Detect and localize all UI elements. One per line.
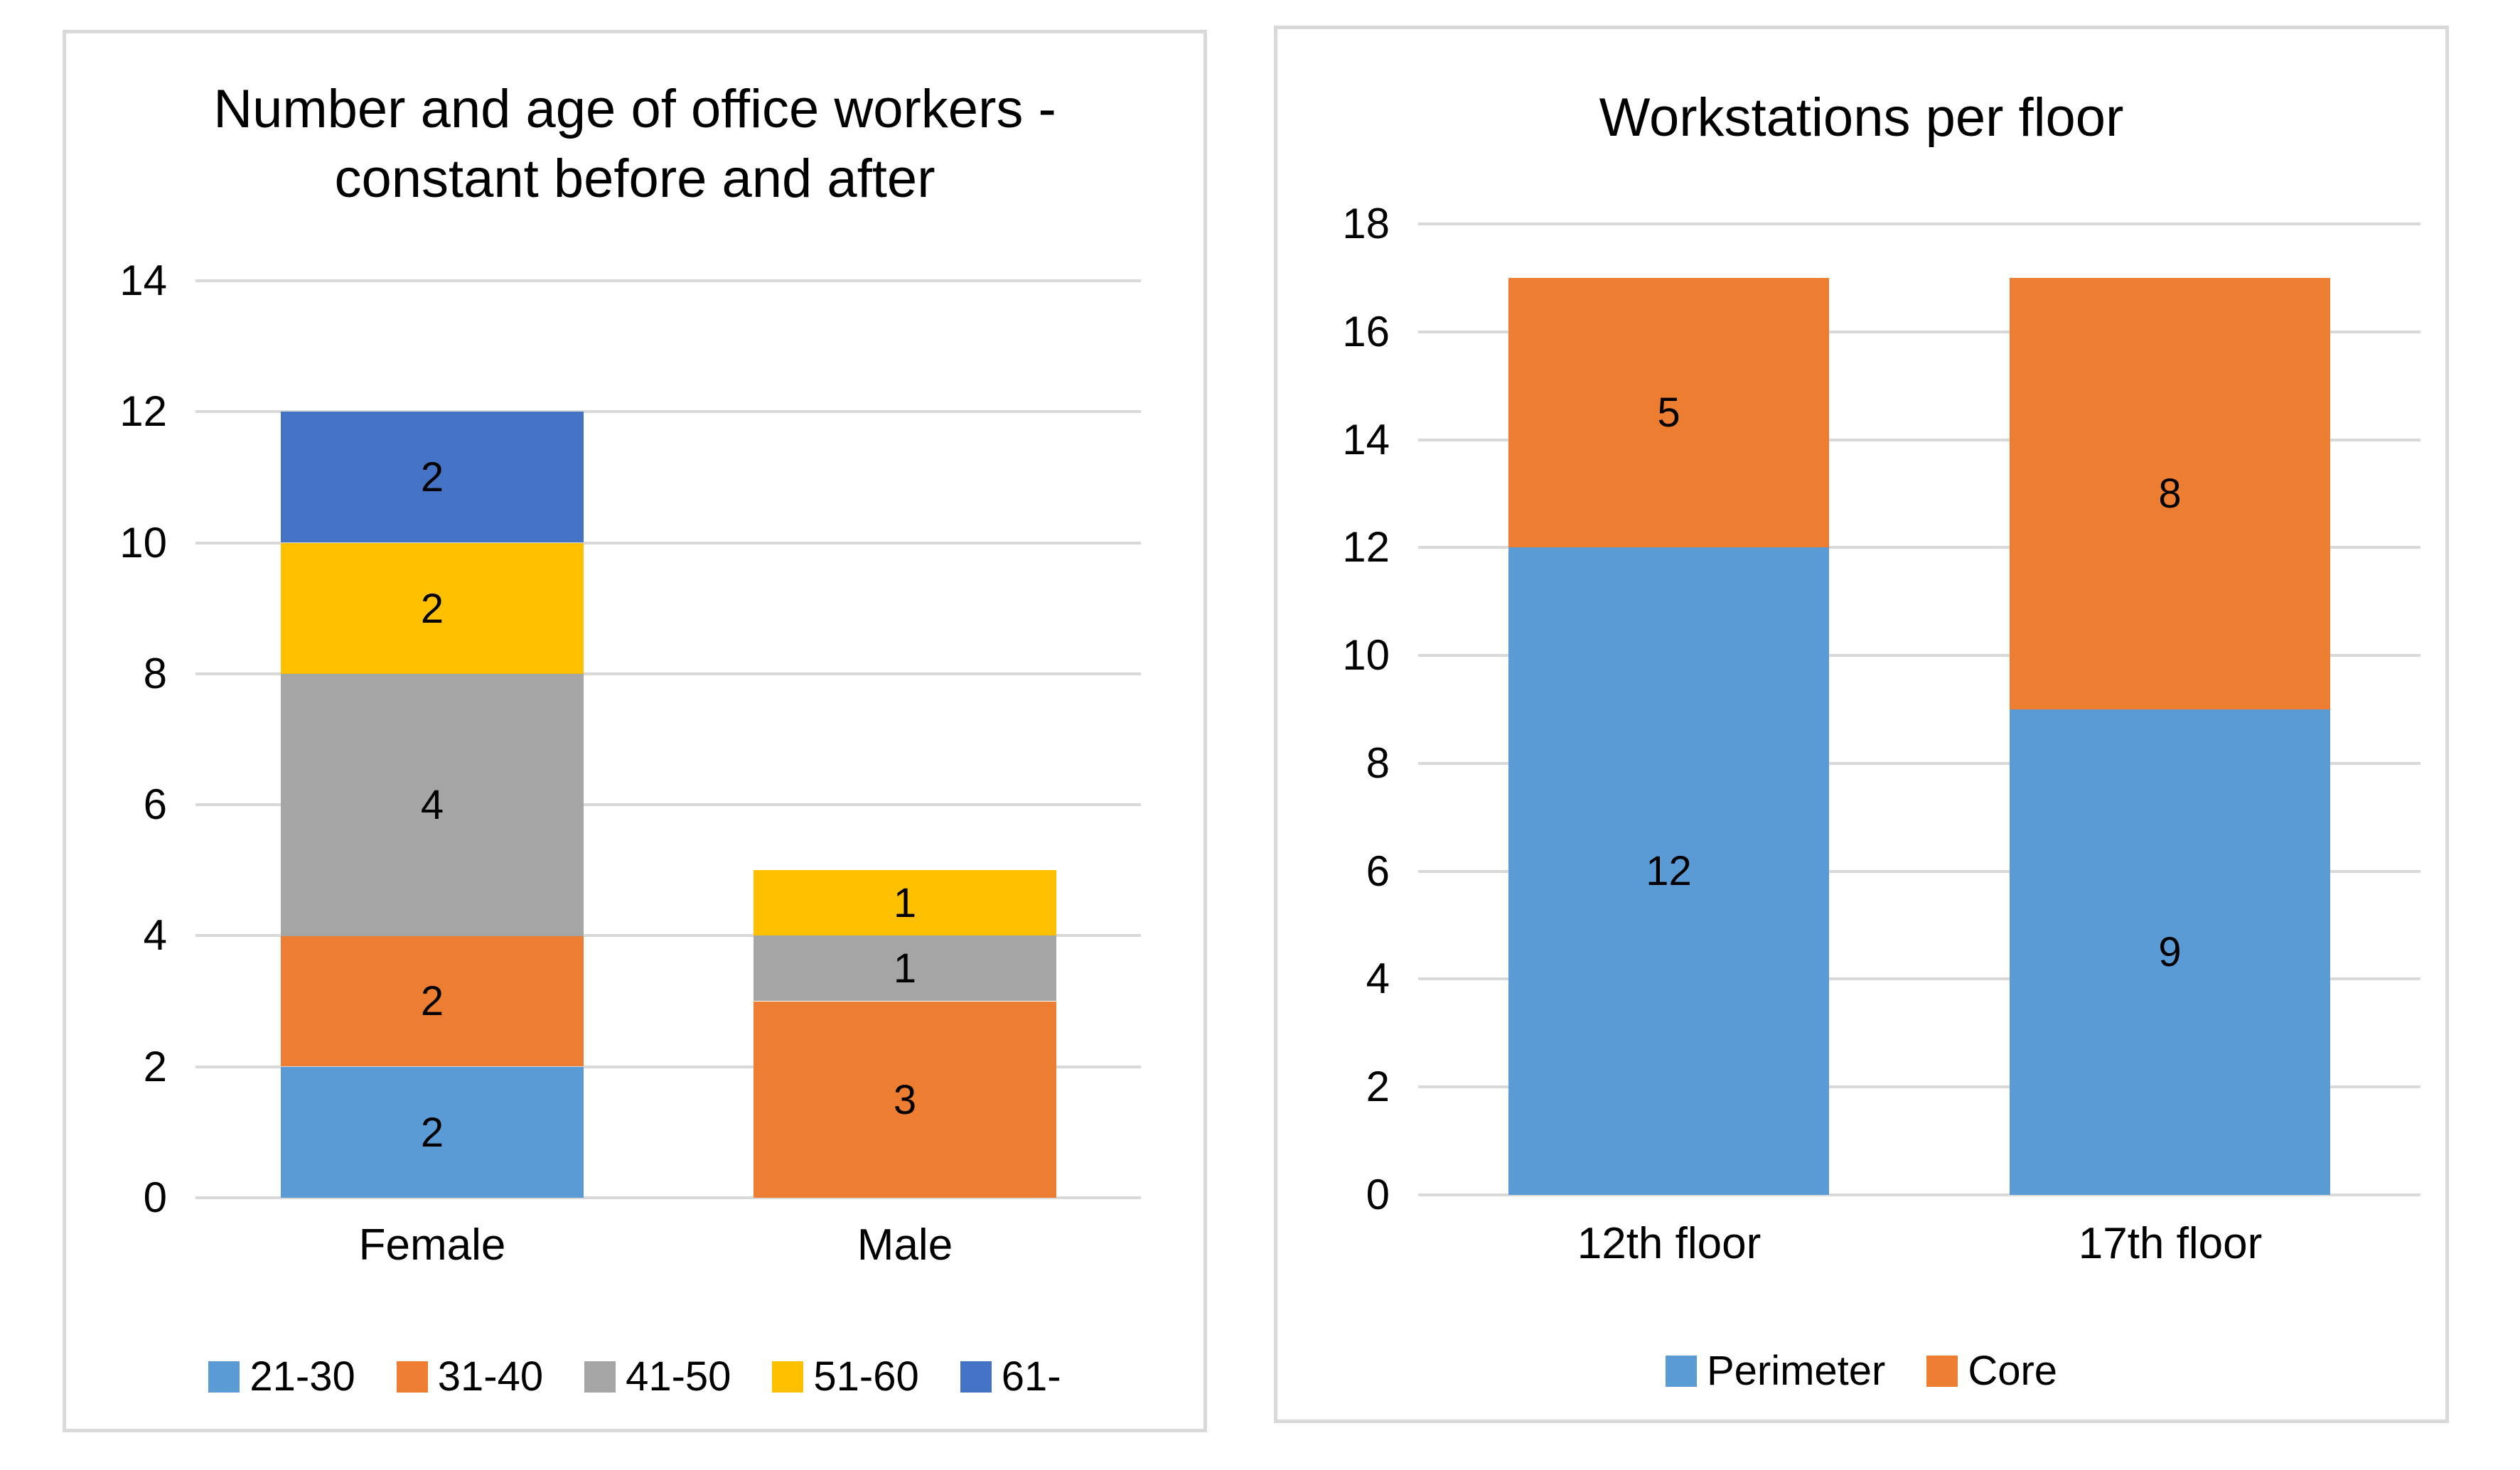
gridline-y-0 — [195, 1196, 1141, 1199]
y-axis-tick-label-10: 10 — [119, 518, 167, 567]
chart-panel-workstations: Workstations per floor 0 2 4 6 8 10 12 14 16 18 12… — [1274, 26, 2449, 1423]
bar-segment-male-41-50[interactable]: 1 — [754, 935, 1056, 1001]
y-axis-tick-label-12: 12 — [119, 387, 167, 436]
gridline-y-18 — [1418, 222, 2420, 225]
bar-segment-17th-floor-core[interactable]: 8 — [2010, 278, 2330, 709]
gridline-y-16 — [1418, 330, 2420, 333]
gridline-y-12 — [1418, 546, 2420, 549]
y-axis-tick-label-16: 16 — [1342, 307, 1390, 355]
y-axis-tick-label-2: 2 — [1366, 1063, 1390, 1111]
data-label-17th-floor-perimeter: 9 — [2158, 929, 2182, 975]
data-label-male-41-50: 1 — [893, 945, 917, 992]
gridline-y-10 — [195, 541, 1141, 544]
data-label-male-31-40: 3 — [893, 1076, 917, 1123]
gridline-y-0 — [1418, 1193, 2420, 1196]
bar-segment-female-21-30[interactable]: 2 — [281, 1067, 584, 1198]
chart-title-line-2: constant before and after — [334, 149, 935, 209]
gridline-y-8 — [1418, 761, 2420, 765]
gridline-y-4 — [1418, 977, 2420, 981]
data-label-female-51-60: 2 — [420, 585, 444, 632]
gridline-y-2 — [195, 1065, 1141, 1068]
legend-office-workers: 21-30 31-40 41-50 51-60 61- — [66, 1353, 1203, 1400]
data-label-female-31-40: 2 — [420, 977, 444, 1024]
legend-swatch-icon-51-60 — [772, 1361, 804, 1393]
y-axis-tick-label-4: 4 — [143, 911, 167, 960]
data-label-12th-floor-perimeter: 12 — [1646, 848, 1692, 894]
legend-swatch-icon-perimeter — [1665, 1355, 1697, 1387]
legend-item-core[interactable]: Core — [1926, 1347, 2057, 1395]
gridline-y-4 — [195, 934, 1141, 938]
gridline-y-2 — [1418, 1085, 2420, 1089]
legend-swatch-icon-61 — [960, 1361, 992, 1393]
bar-segment-female-61[interactable]: 2 — [281, 412, 584, 542]
data-label-17th-floor-core: 8 — [2158, 471, 2182, 517]
data-label-female-61: 2 — [420, 454, 444, 500]
chart-title-office-workers: Number and age of office workers - const… — [66, 75, 1203, 214]
legend-item-51-60[interactable]: 51-60 — [772, 1353, 919, 1400]
y-axis-tick-label-0: 0 — [143, 1174, 167, 1221]
y-axis-tick-label-12: 12 — [1342, 523, 1390, 572]
x-axis-category-label-12th-floor: 12th floor — [1577, 1219, 1762, 1268]
legend-item-21-30[interactable]: 21-30 — [208, 1353, 355, 1400]
data-label-female-21-30: 2 — [420, 1109, 444, 1156]
legend-item-61[interactable]: 61- — [960, 1353, 1061, 1400]
y-axis-tick-label-6: 6 — [143, 780, 167, 829]
y-axis-tick-label-6: 6 — [1366, 847, 1390, 895]
bar-segment-male-51-60[interactable]: 1 — [754, 870, 1056, 935]
legend-label-31-40: 31-40 — [437, 1353, 544, 1400]
plot-area-workstations: 0 2 4 6 8 10 12 14 16 18 12 5 12th floor 9 8 17th floor — [1277, 29, 2445, 1420]
chart-title-workstations: Workstations per floor — [1277, 83, 2445, 153]
gridline-y-6 — [1418, 869, 2420, 873]
bar-segment-female-51-60[interactable]: 2 — [281, 543, 584, 674]
legend-item-perimeter[interactable]: Perimeter — [1665, 1347, 1886, 1395]
y-axis-tick-label-8: 8 — [143, 649, 167, 697]
gridline-y-14 — [195, 279, 1141, 282]
legend-item-41-50[interactable]: 41-50 — [584, 1353, 731, 1400]
data-label-male-51-60: 1 — [893, 879, 917, 926]
bar-segment-male-31-40[interactable]: 3 — [754, 1002, 1056, 1198]
data-label-female-41-50: 4 — [420, 782, 444, 828]
legend-label-61: 61- — [1001, 1353, 1061, 1400]
chart-panel-office-workers: Number and age of office workers - const… — [63, 30, 1207, 1432]
gridline-y-6 — [195, 803, 1141, 807]
y-axis-tick-label-10: 10 — [1342, 631, 1390, 680]
plot-area-office-workers: 0 2 4 6 8 10 12 14 2 2 4 2 2 Female 3 1 1 Male — [66, 33, 1203, 1429]
legend-swatch-icon-21-30 — [208, 1361, 240, 1393]
y-axis-tick-label-18: 18 — [1342, 200, 1390, 247]
legend-swatch-icon-31-40 — [396, 1361, 428, 1393]
x-axis-category-label-female: Female — [358, 1220, 506, 1270]
y-axis-tick-label-8: 8 — [1366, 739, 1390, 787]
legend-label-51-60: 51-60 — [813, 1353, 919, 1400]
legend-item-31-40[interactable]: 31-40 — [396, 1353, 544, 1400]
chart-title-line-1: Number and age of office workers - — [213, 79, 1056, 139]
data-label-12th-floor-core: 5 — [1657, 390, 1680, 436]
gridline-y-12 — [195, 410, 1141, 414]
y-axis-tick-label-4: 4 — [1366, 955, 1390, 1003]
y-axis-tick-label-14: 14 — [119, 257, 167, 304]
bar-segment-female-31-40[interactable]: 2 — [281, 935, 584, 1066]
chart-title-line-1: Workstations per floor — [1599, 87, 2124, 148]
y-axis-tick-label-0: 0 — [1366, 1171, 1390, 1218]
bar-segment-17th-floor-perimeter[interactable]: 9 — [2010, 709, 2330, 1195]
legend-swatch-icon-41-50 — [584, 1361, 616, 1393]
bar-segment-12th-floor-perimeter[interactable]: 12 — [1508, 547, 1829, 1195]
bar-segment-12th-floor-core[interactable]: 5 — [1508, 278, 1829, 547]
gridline-y-10 — [1418, 654, 2420, 658]
legend-swatch-icon-core — [1926, 1355, 1958, 1387]
x-axis-category-label-17th-floor: 17th floor — [2078, 1219, 2263, 1268]
legend-label-21-30: 21-30 — [250, 1353, 355, 1400]
legend-workstations: Perimeter Core — [1277, 1347, 2445, 1395]
legend-label-core: Core — [1968, 1348, 2058, 1394]
legend-label-perimeter: Perimeter — [1706, 1348, 1886, 1394]
gridline-y-8 — [195, 672, 1141, 675]
y-axis-tick-label-14: 14 — [1342, 415, 1390, 463]
legend-label-41-50: 41-50 — [626, 1353, 731, 1400]
x-axis-category-label-male: Male — [857, 1220, 953, 1270]
y-axis-tick-label-2: 2 — [143, 1042, 167, 1090]
bar-segment-female-41-50[interactable]: 4 — [281, 674, 584, 936]
gridline-y-14 — [1418, 438, 2420, 441]
